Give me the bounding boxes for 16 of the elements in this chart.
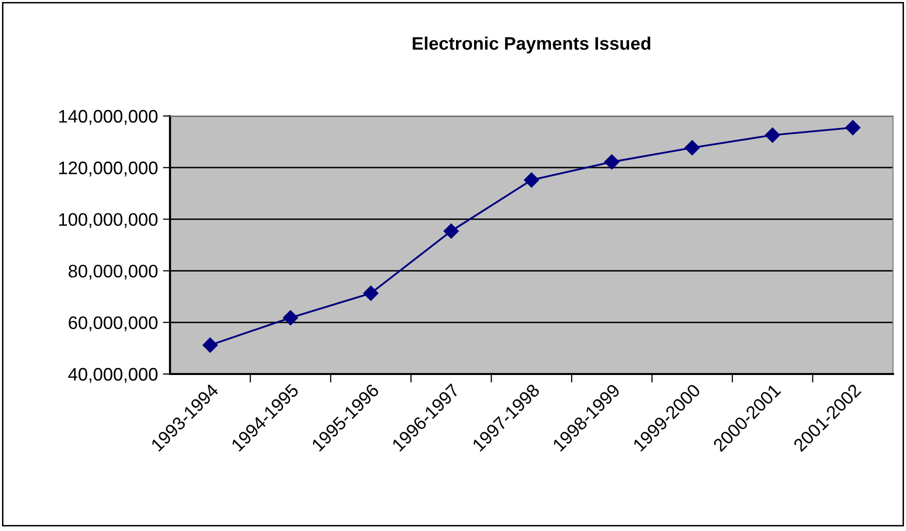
chart-title: Electronic Payments Issued bbox=[412, 36, 650, 54]
point bbox=[684, 140, 700, 156]
point bbox=[604, 154, 620, 170]
point bbox=[444, 224, 459, 239]
y-tick-label: 80,000,000 bbox=[68, 264, 158, 280]
point bbox=[524, 172, 540, 188]
y-tick-label: 60,000,000 bbox=[68, 316, 158, 332]
point bbox=[845, 120, 860, 136]
y-tick-label: 100,000,000 bbox=[59, 213, 158, 228]
point bbox=[363, 286, 378, 301]
y-tick-label: 120,000,000 bbox=[59, 162, 158, 176]
point bbox=[764, 128, 780, 143]
point bbox=[202, 338, 218, 353]
y-tick-label: 40,000,000 bbox=[68, 368, 158, 383]
point bbox=[282, 310, 298, 326]
y-tick-label: 140,000,000 bbox=[59, 110, 158, 125]
